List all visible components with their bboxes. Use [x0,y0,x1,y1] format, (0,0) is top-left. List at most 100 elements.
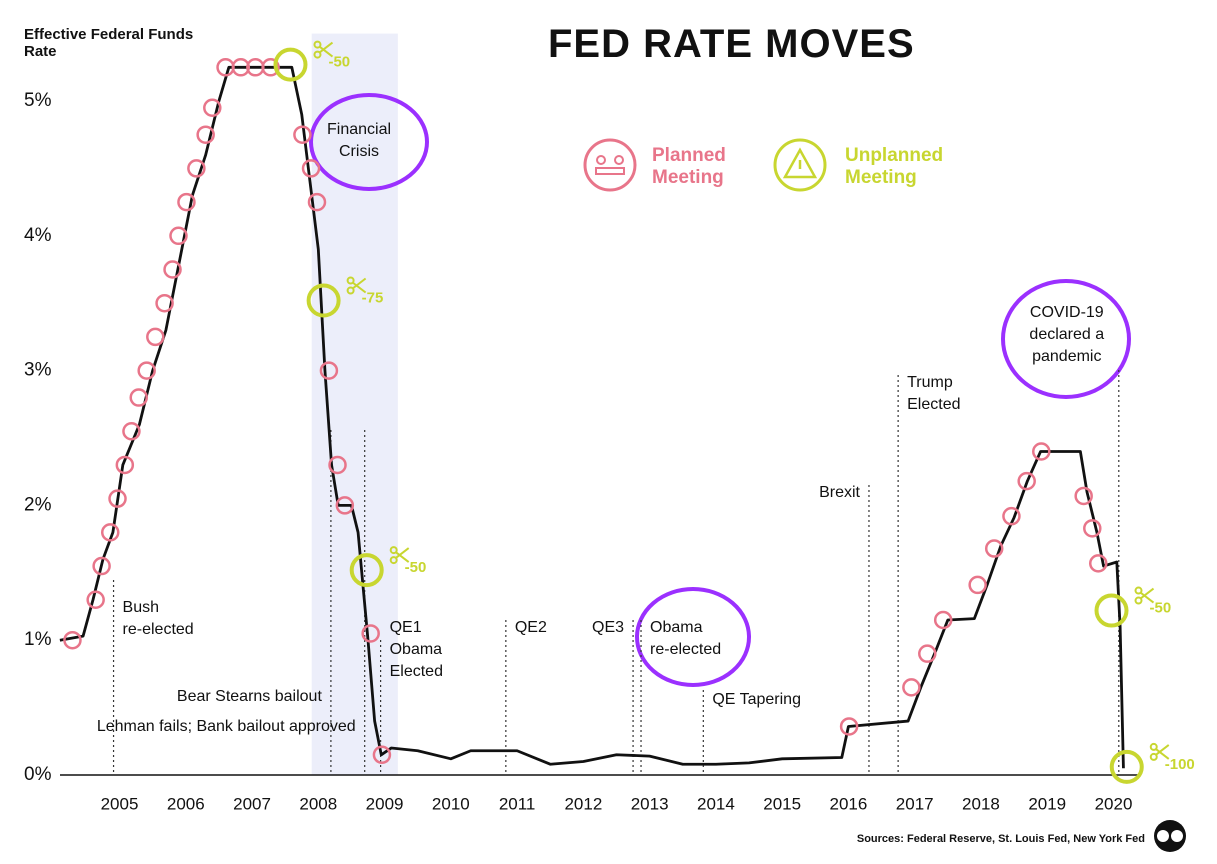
planned-marker [839,717,859,736]
planned-marker [984,539,1004,558]
planned-marker [63,630,82,650]
annotation-text: re-elected [123,621,194,638]
scissors-part [1139,591,1155,604]
scissors-part [1155,744,1170,756]
scissors-part [1149,742,1158,751]
x-tick-label: 2018 [962,794,1000,813]
annotation-text: Obama [390,641,443,658]
unplanned-marker [349,553,384,588]
x-tick-label: 2012 [564,794,602,813]
x-tick-label: 2007 [233,794,271,813]
planned-marker [122,422,141,441]
y-tick-label: 1% [24,629,52,650]
planned-marker [933,610,953,630]
legend-label: Planned Meeting [652,145,726,188]
annotation-text: Financial [327,121,391,138]
planned-marker [1032,442,1051,461]
scissors-part [1149,752,1158,761]
scissors-part [346,286,355,295]
planned-marker [1083,519,1102,538]
highlight-circle [309,93,429,191]
annotation-text: QE1 [390,619,422,636]
annotation-text: re-elected [650,641,721,658]
planned-marker [115,455,135,475]
planned-marker [92,556,111,576]
unplanned-marker [273,47,308,82]
annotation-text: Obama [650,619,703,636]
y-tick-label: 2% [24,494,52,515]
x-tick-label: 2016 [830,794,868,813]
x-tick-label: 2009 [366,794,404,813]
scissors-part [313,50,322,59]
planned-marker [335,496,355,515]
scissors-part [395,551,410,563]
scissors-part [313,40,322,49]
highlight-circle [1001,279,1131,399]
planned-marker [902,678,921,697]
annotation-text: QE Tapering [712,691,801,708]
scissors-part [389,556,398,565]
scissors-part [1134,596,1143,605]
planned-marker [319,361,339,380]
annotation-text: Elected [390,663,443,680]
scissors-part [1134,586,1143,595]
x-tick-label: 2014 [697,794,735,813]
annotation-text: Bear Stearns bailout [177,688,323,705]
planned-marker [307,192,327,212]
x-tick-label: 2011 [499,794,536,813]
planned-marker [177,192,196,212]
x-tick-label: 2010 [432,794,470,813]
annotation-text: COVID-19 [1030,304,1104,321]
scissors-icon [1149,742,1170,761]
legend-icon-unplanned [773,138,827,192]
scissors-part [352,281,367,294]
annotation-text: Trump [907,374,953,391]
scissors-part [352,277,367,290]
x-tick-label: 2008 [299,794,337,813]
scissors-icon [346,276,367,295]
cut-label: -50 [1150,600,1172,617]
y-tick-label: 0% [24,764,52,785]
scissors-part [1139,587,1155,600]
planned-marker [86,590,105,610]
annotation-text: Lehman fails; Bank bailout approved [97,718,356,735]
y-axis-label: Effective Federal Funds Rate [24,26,194,60]
annotation-text: pandemic [1032,348,1101,365]
x-tick-label: 2019 [1028,794,1066,813]
planned-marker [169,226,188,246]
x-tick-label: 2006 [167,794,205,813]
planned-marker [187,159,206,178]
scissors-part [318,45,334,58]
y-tick-label: 4% [24,225,52,246]
planned-marker [146,327,165,347]
highlight-circle [635,587,751,687]
legend-icon-planned [583,138,637,192]
scissors-icon [313,40,334,59]
scissors-part [389,546,398,555]
annotation-text: QE2 [515,619,547,636]
planned-marker [261,58,280,77]
planned-marker [1017,471,1036,491]
x-tick-label: 2020 [1095,794,1133,813]
cut-label: -75 [362,289,384,306]
x-tick-label: 2017 [896,794,934,813]
planned-marker [203,98,222,117]
scissors-icon [1134,586,1155,605]
unplanned-marker [306,283,341,318]
scissors-part [346,276,355,285]
planned-marker [301,159,321,178]
planned-marker [108,489,127,508]
scissors-part [318,41,334,54]
cut-label: -50 [405,559,427,576]
chart-title: FED RATE MOVES [548,22,915,66]
x-tick-label: 2015 [763,794,801,813]
scissors-part [395,547,410,559]
planned-marker [155,293,174,313]
planned-marker [196,125,215,144]
planned-marker [328,455,347,475]
scissors-part [1155,748,1170,760]
scissors-icon [389,546,410,565]
planned-marker [372,745,392,765]
planned-marker [1002,506,1021,526]
